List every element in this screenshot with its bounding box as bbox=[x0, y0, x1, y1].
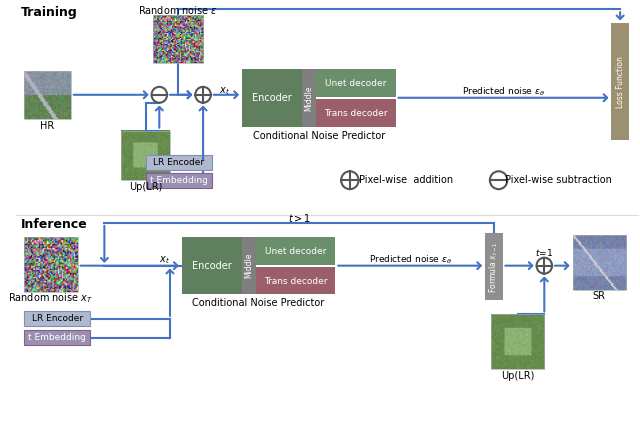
Bar bbox=[316, 69, 396, 97]
Bar bbox=[316, 99, 396, 126]
Text: Loss Function: Loss Function bbox=[616, 56, 625, 108]
Bar bbox=[146, 155, 212, 170]
Text: Conditional Noise Predictor: Conditional Noise Predictor bbox=[253, 131, 385, 141]
Bar bbox=[611, 23, 629, 141]
Text: $x_t$: $x_t$ bbox=[159, 254, 170, 266]
Bar bbox=[24, 311, 90, 326]
Text: HR: HR bbox=[40, 120, 54, 131]
Text: LR Encoder: LR Encoder bbox=[31, 314, 83, 323]
Bar bbox=[255, 267, 335, 295]
Bar bbox=[255, 237, 335, 265]
Bar bbox=[24, 237, 77, 292]
Bar bbox=[242, 69, 302, 126]
Text: $x_t$: $x_t$ bbox=[219, 85, 230, 97]
Text: LR Encoder: LR Encoder bbox=[153, 158, 204, 167]
Text: Middle: Middle bbox=[305, 85, 314, 111]
Text: Trans decoder: Trans decoder bbox=[324, 109, 387, 118]
Text: Conditional Noise Predictor: Conditional Noise Predictor bbox=[193, 298, 324, 308]
Text: Predicted noise $\epsilon_{\theta}$: Predicted noise $\epsilon_{\theta}$ bbox=[369, 253, 452, 266]
Text: Inference: Inference bbox=[21, 218, 88, 231]
Bar bbox=[242, 237, 255, 295]
Text: Encoder: Encoder bbox=[252, 93, 292, 103]
Bar bbox=[573, 235, 626, 289]
Bar bbox=[485, 233, 502, 301]
Bar bbox=[152, 15, 203, 63]
Text: $t > 1$: $t > 1$ bbox=[287, 212, 310, 224]
Text: Pixel-wise subtraction: Pixel-wise subtraction bbox=[506, 175, 612, 185]
Bar bbox=[146, 173, 212, 188]
Bar bbox=[24, 330, 90, 345]
Text: Random noise $\epsilon$: Random noise $\epsilon$ bbox=[138, 4, 218, 16]
Text: Formula $x_{t-1}$: Formula $x_{t-1}$ bbox=[488, 241, 500, 292]
Bar bbox=[182, 237, 242, 295]
Text: Up(LR): Up(LR) bbox=[129, 182, 163, 192]
Bar bbox=[24, 71, 71, 119]
Text: Random noise $x_T$: Random noise $x_T$ bbox=[8, 292, 93, 305]
Bar bbox=[122, 131, 170, 180]
Text: $t$=1: $t$=1 bbox=[535, 247, 554, 258]
Text: Pixel-wise  addition: Pixel-wise addition bbox=[359, 175, 453, 185]
Bar bbox=[302, 69, 316, 126]
Text: Training: Training bbox=[21, 6, 78, 19]
Text: Encoder: Encoder bbox=[192, 261, 232, 270]
Text: t Embedding: t Embedding bbox=[150, 176, 208, 185]
Text: t Embedding: t Embedding bbox=[28, 333, 86, 342]
Text: Predicted noise $\epsilon_{\theta}$: Predicted noise $\epsilon_{\theta}$ bbox=[462, 86, 545, 98]
Text: Up(LR): Up(LR) bbox=[501, 371, 534, 381]
Text: Middle: Middle bbox=[244, 253, 253, 278]
Text: Unet decoder: Unet decoder bbox=[325, 79, 387, 88]
Text: Unet decoder: Unet decoder bbox=[265, 247, 326, 256]
Text: Trans decoder: Trans decoder bbox=[264, 276, 327, 286]
Text: SR: SR bbox=[593, 292, 605, 301]
Bar bbox=[491, 314, 544, 369]
